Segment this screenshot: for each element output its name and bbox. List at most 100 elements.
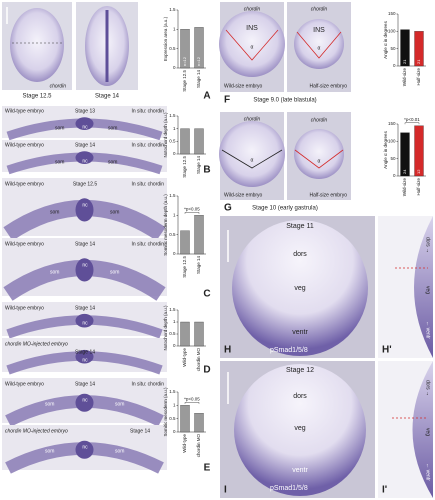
bar-label: n=12 — [182, 56, 187, 66]
label: dors → — [425, 237, 431, 253]
panel-letter: B — [203, 165, 210, 176]
bar-label: 12 — [416, 169, 421, 174]
x-tick-label: Stage 14 — [196, 156, 201, 175]
label: nc — [82, 158, 88, 164]
y-tick-label: 1.5 — [169, 307, 176, 312]
stage-label: Stage 14 — [95, 94, 120, 100]
y-axis-label: Notochord depth (a.u.) — [163, 112, 168, 158]
section-photo — [2, 425, 167, 474]
bar — [180, 321, 190, 347]
caption: Stage 9.0 (late blastula) — [253, 98, 316, 104]
panel-e: Wild-type embryo Stage 14 In situ: chord… — [2, 378, 211, 474]
label: chordin — [50, 83, 67, 89]
bar — [180, 405, 190, 433]
y-tick-label: 0.5 — [169, 232, 176, 237]
label: Stage 14 — [75, 241, 95, 247]
bar-label: n=12 — [196, 56, 201, 66]
label: pSmad1/5/8 — [270, 485, 308, 492]
label: Stage 11 — [286, 223, 314, 230]
label: Half-size embryo — [309, 192, 347, 198]
label: Stage 12 — [286, 367, 314, 374]
panel-letter: I — [224, 485, 227, 496]
label: Stage 14 — [75, 381, 95, 387]
y-axis-label: Angle α in degrees — [383, 20, 388, 58]
bar — [194, 321, 204, 347]
label: nc — [82, 320, 88, 326]
section-photo — [2, 238, 167, 301]
label: som — [108, 125, 117, 131]
x-tick-label: Wild-type — [182, 434, 187, 453]
bar — [194, 215, 204, 255]
x-tick-label: chordin MO — [196, 348, 201, 372]
label: Wild-type embryo — [5, 381, 44, 387]
label: Stage 12.5 — [73, 181, 97, 187]
bar — [194, 413, 204, 433]
y-tick-label: 0 — [173, 429, 176, 434]
bar — [414, 31, 424, 67]
notochord — [75, 117, 94, 130]
angle-lines — [221, 149, 283, 169]
label: nc — [82, 262, 88, 268]
label: veg — [425, 428, 431, 436]
label: α — [251, 157, 254, 163]
embryo-edge — [414, 216, 433, 358]
embryo — [234, 364, 366, 496]
section-photo — [2, 338, 167, 375]
label: dors — [293, 251, 307, 258]
notochord — [75, 393, 94, 412]
label: veg — [425, 286, 431, 294]
x-tick-label: Stage 12.5 — [182, 70, 187, 92]
embryo — [294, 19, 344, 69]
label: α — [318, 45, 321, 51]
label: ventr — [292, 329, 308, 336]
label: In situ: chordin — [131, 181, 164, 187]
bar — [194, 128, 204, 155]
label: som — [115, 448, 124, 454]
y-tick-label: 1.5 — [169, 193, 176, 198]
embryo — [219, 121, 285, 187]
label: INS — [313, 27, 325, 34]
panel-letter: A — [203, 91, 210, 102]
significance-bracket — [404, 122, 420, 125]
x-tick-label: Stage 12.5 — [182, 156, 187, 178]
panel-a: chordin Stage 12.5 Stage 14 A — [2, 2, 211, 102]
bar-label: 24 — [402, 169, 407, 174]
x-tick-label: Stage 14 — [196, 256, 201, 275]
label: chordin — [244, 116, 261, 122]
label: nc — [82, 397, 88, 403]
label: Stage 14 — [75, 305, 95, 311]
notochord — [75, 349, 94, 364]
label: In situ: chordin — [131, 108, 164, 114]
y-tick-label: 1 — [173, 319, 176, 324]
panel-letter: H — [224, 345, 231, 356]
section-photo — [2, 302, 167, 339]
y-tick-label: 50 — [390, 46, 396, 51]
panel-letter: E — [204, 463, 211, 474]
y-axis-label: Somitic mesoderm depth (a.u.) — [163, 194, 168, 256]
label: som — [110, 209, 119, 215]
label: nc — [82, 444, 88, 450]
bar-label: 21 — [416, 59, 421, 64]
bar — [414, 125, 424, 177]
bar — [400, 132, 410, 177]
label: Stage 14 — [75, 349, 95, 355]
label: dors — [293, 393, 307, 400]
y-tick-label: 1.5 — [169, 113, 176, 118]
y-tick-label: 1.5 — [169, 7, 176, 12]
bar — [194, 27, 204, 69]
label: Wild-type embryo — [5, 108, 44, 114]
label: In situ: chordin — [131, 241, 164, 247]
notochord — [75, 440, 94, 459]
x-tick-label: chordin MO — [196, 434, 201, 458]
y-tick-label: 1.5 — [169, 389, 176, 394]
x-tick-label: Wild-size — [402, 178, 407, 197]
panel-b: Wild-type embryo Stage 13 In situ: chord… — [2, 106, 211, 176]
y-tick-label: 0 — [393, 173, 396, 178]
y-tick-label: 100 — [388, 139, 396, 144]
bar — [180, 128, 190, 155]
y-tick-label: 0 — [173, 65, 176, 70]
label: som — [55, 125, 64, 131]
panel-d: Wild-type embryo Stage 14 nc chordin MO-… — [2, 302, 211, 376]
embryo — [294, 129, 344, 179]
